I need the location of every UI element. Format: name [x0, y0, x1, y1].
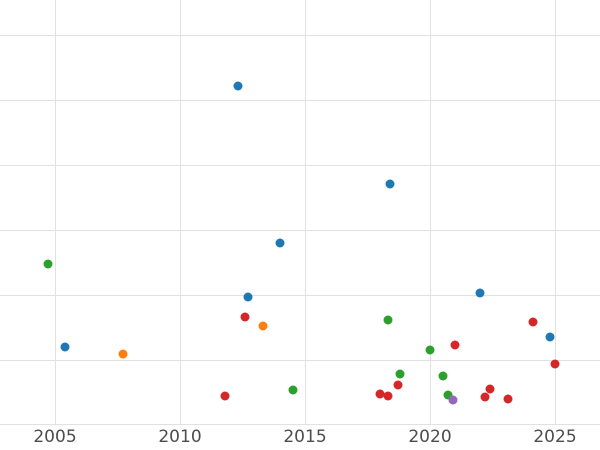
data-point-red	[383, 391, 392, 401]
data-point-green	[43, 259, 52, 269]
horizontal-gridline	[0, 295, 600, 297]
data-point-blue	[475, 288, 485, 298]
data-point-red	[550, 359, 560, 369]
data-point-green	[288, 385, 297, 395]
vertical-gridline	[55, 0, 56, 425]
horizontal-gridline	[0, 165, 600, 167]
data-point-blue	[385, 179, 395, 189]
vertical-gridline	[430, 0, 431, 425]
data-point-blue	[60, 342, 70, 352]
data-point-green	[383, 315, 392, 325]
data-point-red	[503, 394, 512, 404]
horizontal-gridline	[0, 360, 600, 361]
vertical-gridline	[305, 0, 306, 425]
horizontal-gridline	[0, 424, 600, 425]
data-point-green	[438, 371, 447, 381]
x-tick-label: 2010	[158, 427, 202, 447]
data-point-green	[443, 390, 452, 400]
data-point-red	[375, 389, 385, 399]
vertical-gridline	[555, 0, 556, 425]
data-point-red	[220, 391, 230, 401]
data-point-orange	[258, 321, 267, 331]
x-tick-label: 2020	[408, 427, 452, 447]
vertical-gridline	[180, 0, 181, 425]
data-point-red	[528, 317, 537, 327]
data-point-red	[393, 380, 402, 390]
data-point-blue	[233, 81, 242, 91]
x-tick-label: 2015	[283, 427, 327, 447]
data-point-red	[485, 384, 495, 394]
horizontal-gridline	[0, 100, 600, 102]
data-point-blue	[243, 292, 252, 302]
data-point-purple	[448, 395, 457, 405]
horizontal-gridline	[0, 35, 600, 37]
data-point-red	[480, 392, 490, 402]
x-tick-label: 2005	[33, 427, 77, 447]
data-point-orange	[118, 349, 127, 359]
horizontal-gridline	[0, 230, 600, 232]
data-point-green	[395, 369, 405, 379]
data-point-blue	[545, 332, 555, 342]
data-point-red	[450, 340, 460, 350]
plot-area	[0, 0, 600, 425]
data-point-green	[425, 345, 435, 355]
x-tick-label: 2025	[533, 427, 577, 447]
data-point-red	[240, 312, 250, 322]
data-point-blue	[275, 238, 285, 248]
